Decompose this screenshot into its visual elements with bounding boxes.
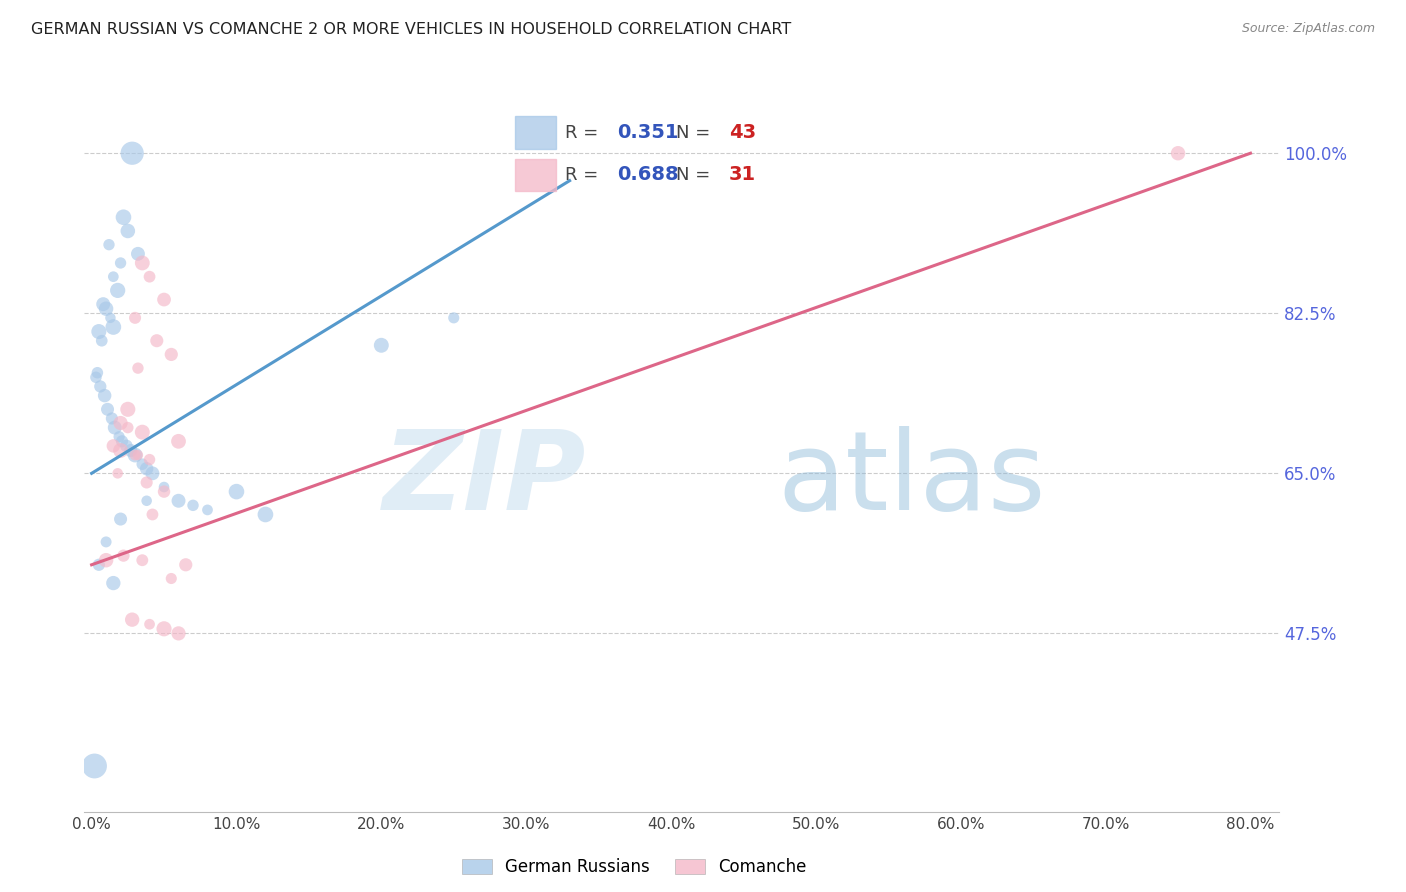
Point xyxy=(138,452,160,467)
Point xyxy=(107,284,129,298)
Text: 43: 43 xyxy=(728,123,756,143)
Point xyxy=(96,402,118,417)
Point xyxy=(153,622,176,636)
Point xyxy=(153,480,176,494)
Text: R =: R = xyxy=(565,166,605,184)
Point xyxy=(254,508,277,522)
Text: N =: N = xyxy=(676,124,716,142)
Point xyxy=(94,301,117,316)
Legend: German Russians, Comanche: German Russians, Comanche xyxy=(456,852,813,883)
Point xyxy=(111,434,134,449)
Point xyxy=(225,484,247,499)
Point xyxy=(443,310,465,325)
Point xyxy=(127,448,149,462)
Bar xyxy=(516,159,555,191)
Bar xyxy=(516,116,555,149)
Point xyxy=(115,439,138,453)
Point xyxy=(167,434,190,449)
Point xyxy=(110,512,132,526)
Point xyxy=(146,334,169,348)
Point xyxy=(141,508,163,522)
Point xyxy=(160,347,183,361)
Point xyxy=(120,443,142,458)
Text: atlas: atlas xyxy=(778,425,1046,533)
Text: GERMAN RUSSIAN VS COMANCHE 2 OR MORE VEHICLES IN HOUSEHOLD CORRELATION CHART: GERMAN RUSSIAN VS COMANCHE 2 OR MORE VEH… xyxy=(31,22,792,37)
Point xyxy=(131,553,153,567)
Point xyxy=(141,467,163,481)
Text: 0.351: 0.351 xyxy=(617,123,679,143)
Point xyxy=(112,211,135,225)
Point xyxy=(89,379,111,393)
Point xyxy=(131,256,153,270)
Point xyxy=(94,535,117,549)
Point xyxy=(103,320,125,334)
Point xyxy=(117,402,139,417)
Point xyxy=(117,224,139,238)
Point xyxy=(90,334,112,348)
Point xyxy=(93,388,115,402)
Point xyxy=(110,443,132,458)
Point xyxy=(138,269,160,284)
Point xyxy=(124,448,146,462)
Point xyxy=(167,493,190,508)
Point xyxy=(197,503,219,517)
Point xyxy=(124,310,146,325)
Point xyxy=(110,256,132,270)
Point xyxy=(167,626,190,640)
Point xyxy=(91,297,114,311)
Point xyxy=(94,553,117,567)
Point xyxy=(135,493,157,508)
Point xyxy=(83,759,105,773)
Point xyxy=(87,558,110,572)
Point xyxy=(153,484,176,499)
Point xyxy=(160,572,183,586)
Point xyxy=(138,617,160,632)
Point xyxy=(100,310,122,325)
Point xyxy=(103,576,125,591)
Point xyxy=(127,247,149,261)
Point xyxy=(101,411,124,425)
Text: 31: 31 xyxy=(728,165,756,185)
Point xyxy=(112,549,135,563)
Point xyxy=(1167,146,1189,161)
Point xyxy=(181,499,204,513)
Point xyxy=(87,325,110,339)
Text: 0.688: 0.688 xyxy=(617,165,679,185)
Point xyxy=(107,467,129,481)
Point xyxy=(121,613,143,627)
Point xyxy=(121,146,143,161)
Point xyxy=(153,293,176,307)
Point xyxy=(131,457,153,471)
Point xyxy=(117,420,139,434)
Point xyxy=(370,338,392,352)
Point xyxy=(127,361,149,376)
Text: ZIP: ZIP xyxy=(382,425,586,533)
Point xyxy=(174,558,197,572)
Point xyxy=(110,416,132,430)
Text: Source: ZipAtlas.com: Source: ZipAtlas.com xyxy=(1241,22,1375,36)
Point xyxy=(124,448,146,462)
Point xyxy=(135,462,157,476)
Point xyxy=(108,430,131,444)
Point xyxy=(84,370,107,384)
Point xyxy=(104,420,127,434)
Point xyxy=(103,269,125,284)
Point xyxy=(103,439,125,453)
Text: N =: N = xyxy=(676,166,716,184)
Text: R =: R = xyxy=(565,124,605,142)
Point xyxy=(86,366,108,380)
Point xyxy=(131,425,153,439)
Point xyxy=(135,475,157,490)
Point xyxy=(98,237,121,252)
